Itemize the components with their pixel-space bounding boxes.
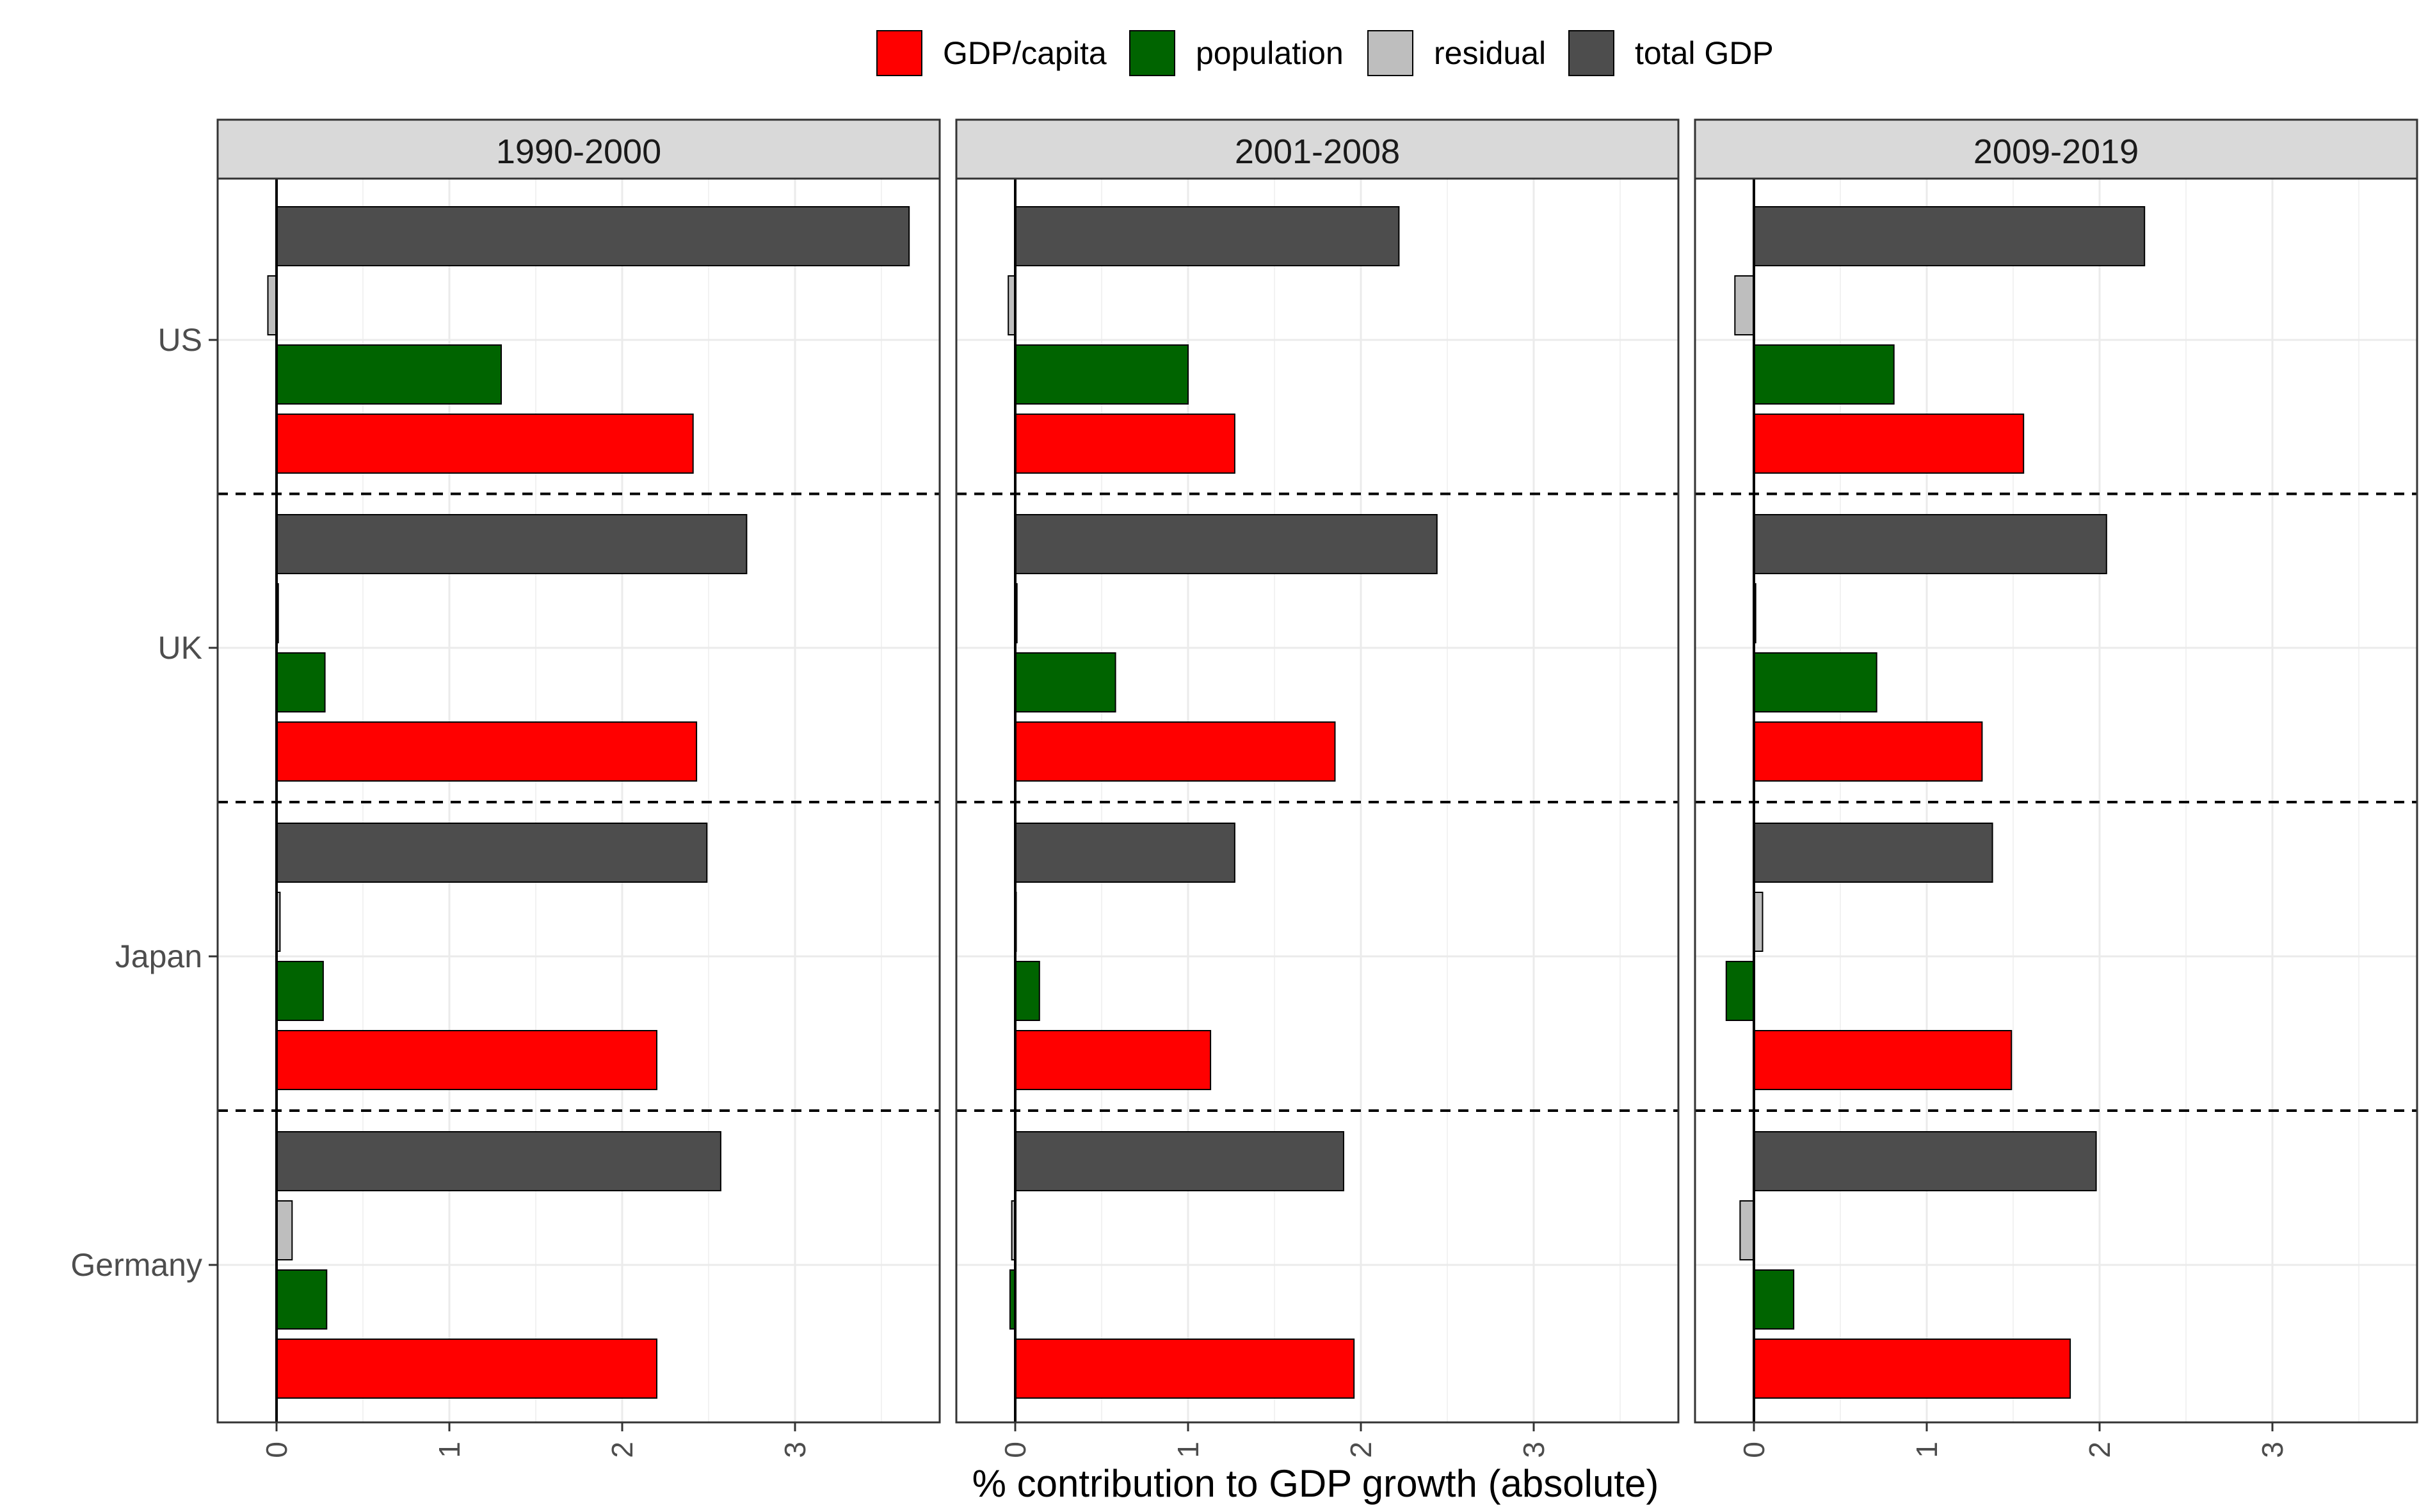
category-label-uk: UK [158, 630, 202, 666]
bar-japan-population [1015, 961, 1040, 1021]
x-tick-label: 1 [433, 1442, 466, 1458]
bar-us-population [1015, 344, 1189, 405]
x-tick-label: 0 [1737, 1442, 1771, 1458]
legend-label-residual: residual [1434, 35, 1546, 71]
x-tick-label: 2 [2083, 1442, 2116, 1458]
bar-us-total_gdp [1015, 206, 1400, 266]
x-tick-label: 1 [1171, 1442, 1205, 1458]
bar-us-total_gdp [1753, 206, 2146, 266]
bar-germany-total_gdp [276, 1131, 721, 1191]
bar-japan-population [1725, 961, 1755, 1021]
legend-label-population: population [1196, 35, 1344, 71]
bar-germany-residual [276, 1200, 293, 1260]
bar-japan-residual [1753, 892, 1764, 952]
bar-uk-gdp_capita [1015, 721, 1336, 782]
bar-uk-population [276, 652, 326, 712]
category-axis: US UK Japan Germany [70, 322, 218, 1283]
x-tick-label: 3 [2256, 1442, 2289, 1458]
bar-germany-gdp_capita [1015, 1339, 1355, 1399]
legend-swatch-total_gdp [1568, 30, 1614, 76]
bar-uk-population [1015, 652, 1116, 712]
bar-uk-gdp_capita [1753, 721, 1983, 782]
legend-swatch-gdp_capita [876, 30, 922, 76]
panel-strip [955, 118, 1680, 180]
bar-germany-population [276, 1269, 328, 1330]
panel-strip [216, 118, 941, 180]
bar-us-population [1753, 344, 1895, 405]
category-label-us: US [158, 322, 202, 358]
legend-label-total_gdp: total GDP [1635, 35, 1774, 71]
bar-germany-total_gdp [1015, 1131, 1344, 1191]
bar-uk-total_gdp [276, 514, 748, 574]
bar-germany-gdp_capita [276, 1339, 657, 1399]
x-tick-label: 1 [1910, 1442, 1943, 1458]
legend: GDP/capita population residual total GDP [876, 30, 1774, 76]
panel-title: 2001-2008 [1235, 133, 1400, 171]
x-tick-label: 2 [606, 1442, 639, 1458]
facet-panels: 1990-2000 0 1 2 3 2001-2008 0 1 2 3 2009-2019 0 1 2 3 [216, 118, 2418, 1458]
legend-swatch-residual [1367, 30, 1413, 76]
bar-japan-population [276, 961, 324, 1021]
legend-label-gdp_capita: GDP/capita [943, 35, 1107, 71]
bar-us-gdp_capita [1753, 414, 2025, 474]
x-tick-label: 2 [1344, 1442, 1378, 1458]
bar-japan-total_gdp [1753, 823, 1993, 883]
bar-us-gdp_capita [1015, 414, 1235, 474]
bar-us-total_gdp [276, 206, 910, 266]
x-tick-label: 3 [1517, 1442, 1550, 1458]
panel-1990-2000: 1990-2000 0 1 2 3 [216, 118, 941, 1458]
panel-2001-2008: 2001-2008 0 1 2 3 [955, 118, 1680, 1458]
bar-uk-total_gdp [1015, 514, 1438, 574]
panel-border [1694, 177, 2418, 1424]
bar-uk-total_gdp [1753, 514, 2107, 574]
x-axis-label: % contribution to GDP growth (absolute) [972, 1462, 1659, 1505]
bar-germany-population [1753, 1269, 1795, 1330]
panel-border [216, 177, 941, 1424]
panel-title: 2009-2019 [1973, 133, 2139, 171]
bar-uk-gdp_capita [276, 721, 698, 782]
category-label-germany: Germany [70, 1247, 202, 1283]
bar-us-residual [267, 275, 277, 335]
legend-swatch-population [1129, 30, 1175, 76]
panel-border [955, 177, 1680, 1424]
bar-us-residual [1734, 275, 1755, 335]
bar-japan-total_gdp [276, 823, 708, 883]
bar-japan-gdp_capita [1753, 1030, 2013, 1090]
bar-germany-residual [1739, 1200, 1755, 1260]
x-tick-label: 0 [999, 1442, 1032, 1458]
bar-germany-total_gdp [1753, 1131, 2097, 1191]
bar-japan-gdp_capita [276, 1030, 657, 1090]
panel-strip [1694, 118, 2418, 180]
panel-2009-2019: 2009-2019 0 1 2 3 [1694, 118, 2418, 1458]
bar-uk-population [1753, 652, 1877, 712]
x-tick-label: 3 [778, 1442, 812, 1458]
bar-germany-gdp_capita [1753, 1339, 2071, 1399]
category-label-japan: Japan [115, 938, 202, 974]
bar-us-gdp_capita [276, 414, 694, 474]
bar-japan-total_gdp [1015, 823, 1235, 883]
bar-japan-gdp_capita [1015, 1030, 1212, 1090]
panel-title: 1990-2000 [496, 133, 661, 171]
bar-us-population [276, 344, 502, 405]
x-tick-label: 0 [260, 1442, 293, 1458]
